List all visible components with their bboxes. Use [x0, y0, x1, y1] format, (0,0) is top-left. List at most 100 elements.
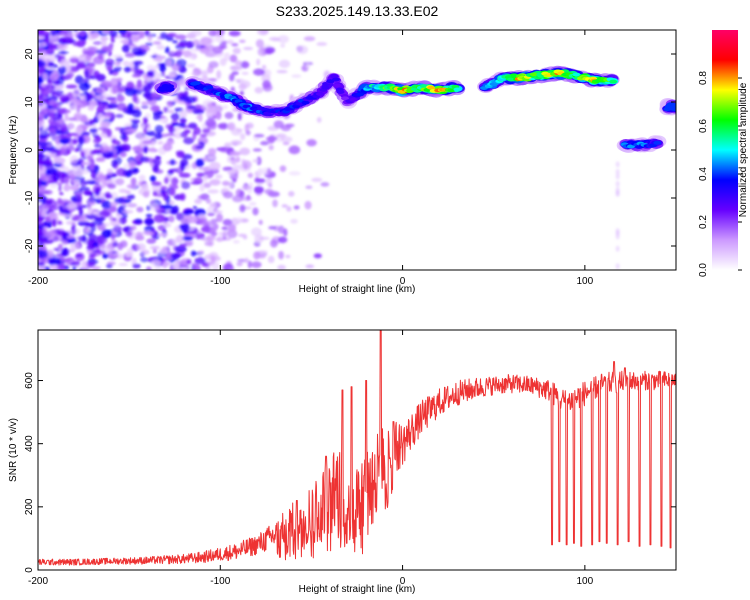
spectrogram-noise-blob [170, 123, 183, 127]
spectrogram-noise-blob [78, 158, 83, 166]
snr-frame [37, 329, 677, 571]
spectrogram-noise-blob [106, 128, 112, 138]
spectrogram-noise-blob [49, 148, 62, 154]
spectrogram-ridge-blob [165, 87, 174, 92]
spectrogram-noise-blob [170, 252, 182, 259]
spectrogram-noise-blob [240, 196, 253, 201]
spectrogram-noise-blob [280, 136, 293, 143]
spectrogram-noise-blob [94, 143, 103, 148]
spectrogram-noise-blob [115, 178, 125, 186]
spectrogram-noise-blob [285, 254, 291, 259]
spectrogram-noise-blob [200, 36, 213, 46]
spectrogram-noise-blob [97, 53, 104, 60]
spectrogram-noise-blob [305, 62, 311, 70]
spectrogram-noise-blob [65, 72, 75, 78]
spectrogram-noise-blob [230, 139, 243, 146]
spectrogram-noise-blob [134, 218, 143, 224]
spectrogram-noise-blob [277, 236, 288, 244]
spectrogram-noise-blob [127, 103, 134, 111]
spectrogram-noise-blob [118, 263, 128, 267]
spectrogram-noise-blob [226, 229, 238, 239]
spectrogram-noise-blob [47, 61, 54, 67]
spectrogram-noise-blob [74, 148, 80, 153]
spectrogram-noise-blob [215, 111, 222, 120]
spectrogram-noise-blob [288, 171, 301, 176]
spectrogram-noise-blob [178, 267, 190, 270]
spectrogram-ridge-blob [331, 77, 340, 82]
spectrogram-noise-blob [226, 155, 232, 163]
spectrogram-noise-blob [268, 225, 277, 230]
spectrogram-noise-blob [146, 70, 155, 77]
colorbar-tick-label: 0.4 [698, 167, 709, 181]
spectrogram-noise-blob [142, 140, 153, 144]
spectrogram-noise-blob [256, 58, 261, 66]
spectrogram-noise-blob [208, 61, 219, 69]
spectrogram-noise-blob [65, 133, 72, 139]
spectrogram-noise-blob [260, 141, 270, 146]
spectrogram-streak-blob [615, 233, 620, 240]
spectrogram-noise-blob [126, 184, 138, 189]
spectrogram-ridge-blob [336, 90, 345, 94]
spectrogram-noise-blob [251, 261, 262, 269]
spectrogram-noise-blob [106, 168, 114, 176]
spectrogram-noise-blob [261, 65, 267, 69]
spectrogram-noise-blob [222, 191, 234, 199]
spectrogram-noise-blob [210, 218, 218, 223]
spectrogram-noise-blob [239, 147, 251, 156]
spectrogram-noise-blob [146, 77, 152, 83]
spectrogram-noise-blob [163, 106, 169, 113]
spectrogram-noise-blob [143, 146, 148, 154]
spectrogram-noise-blob [245, 122, 254, 129]
spectrogram-noise-blob [207, 78, 218, 82]
spectrogram-noise-blob [228, 180, 233, 189]
spectrogram-noise-blob [243, 46, 254, 51]
spectrogram-noise-blob [272, 38, 281, 42]
spectrogram-noise-blob [144, 157, 156, 163]
spectrogram-noise-blob [38, 158, 46, 165]
spectrogram-noise-blob [40, 210, 47, 217]
spectrogram-noise-blob [203, 182, 211, 189]
spectrogram-noise-blob [78, 136, 85, 145]
spectrogram-noise-blob [113, 225, 123, 233]
spectrogram-noise-blob [133, 63, 139, 71]
spectrogram-noise-blob [90, 265, 101, 270]
spectrogram-noise-blob [222, 219, 233, 226]
spectrogram-noise-blob [113, 62, 122, 66]
spectrogram-noise-blob [62, 36, 74, 45]
spectrogram-noise-blob [154, 192, 166, 197]
spectrogram-noise-blob [123, 33, 133, 40]
spectrogram-noise-blob [38, 206, 44, 212]
spectrogram-noise-blob [240, 61, 250, 69]
spectrogram-ridge-blob [572, 72, 581, 77]
spectrogram-noise-blob [227, 39, 234, 45]
snr-x-tick-label: 0 [400, 576, 406, 587]
snr-y-ticks: 0 200 400 600 [24, 372, 676, 573]
spectrogram-noise-blob [123, 199, 132, 204]
spectrogram-noise-blob [92, 211, 99, 215]
spectrogram-noise-blob [217, 236, 222, 243]
spectrogram-noise-blob [59, 146, 66, 155]
spectrogram-noise-blob [88, 253, 97, 258]
spectrogram-noise-blob [53, 257, 61, 265]
spectrogram-noise-blob [169, 159, 176, 166]
spectrogram-noise-blob [43, 35, 50, 45]
spectrogram-ridge-blob [420, 84, 428, 89]
spectrogram-noise-blob [193, 67, 202, 77]
spectrogram-noise-blob [109, 201, 119, 207]
spectrogram-noise-blob [96, 157, 105, 161]
spectrogram-noise-blob [244, 257, 249, 264]
spectrogram-noise-blob [236, 128, 244, 133]
spectrogram-noise-blob [111, 217, 117, 222]
spectrogram-noise-blob [85, 222, 95, 228]
spectrogram-y-tick-label: 0 [24, 147, 35, 153]
spectrogram-noise-blob [178, 172, 191, 178]
spectrogram-noise-blob [46, 231, 55, 241]
spectrogram-noise-blob [141, 183, 149, 191]
spectrogram-noise-blob [264, 188, 274, 195]
spectrogram-noise-blob [107, 183, 117, 189]
spectrogram-noise-blob [134, 156, 141, 161]
spectrogram-noise-blob [153, 267, 163, 270]
spectrogram-noise-blob [49, 73, 61, 81]
spectrogram-noise-blob [121, 44, 130, 53]
spectrogram-noise-blob [257, 47, 268, 57]
